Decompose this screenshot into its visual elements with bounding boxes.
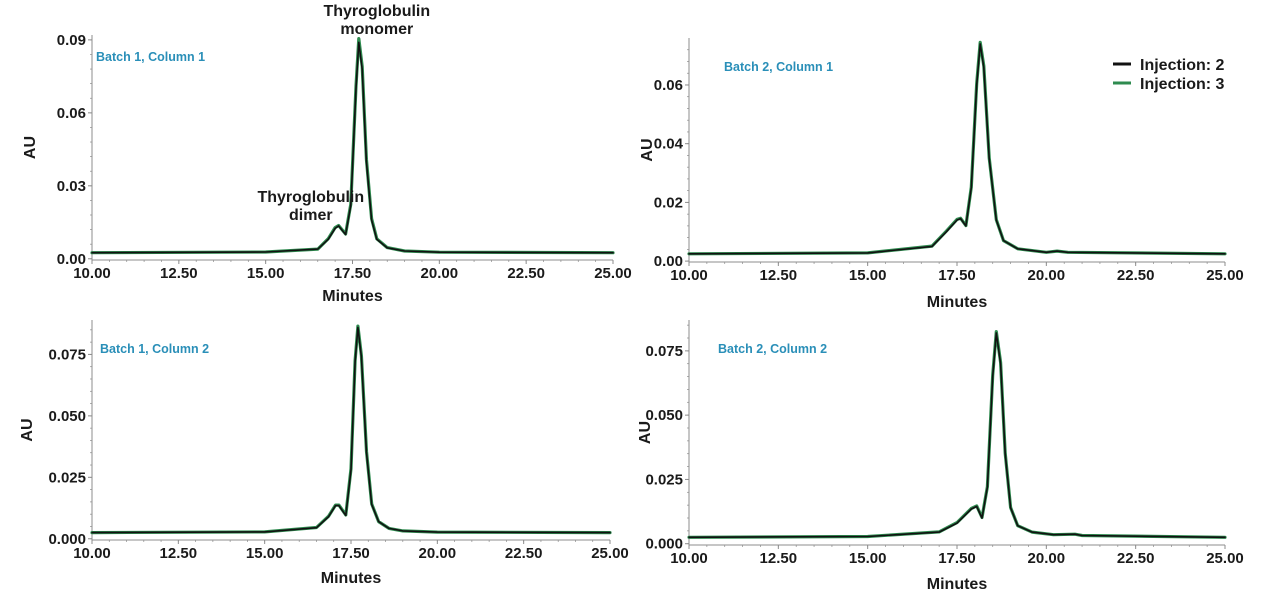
x-tick-label: 17.50 bbox=[334, 265, 372, 282]
panel-title: Batch 2, Column 1 bbox=[724, 60, 833, 74]
y-axis-title: AU bbox=[637, 421, 654, 444]
chart-panel-batch1-column1: 10.00 12.50 15.00 17.50 20.00 22.50 25.00 0.00 0… bbox=[22, 3, 632, 305]
y-tick-label: 0.09 bbox=[57, 32, 86, 49]
series-line-injection-2 bbox=[91, 326, 611, 534]
y-tick-label: 0.04 bbox=[654, 136, 684, 153]
chart-panel-batch1-column2: 10.00 12.50 15.00 17.50 20.00 22.50 25.00 0.000… bbox=[19, 320, 629, 587]
y-axis-title: AU bbox=[19, 418, 36, 441]
y-tick-label: 0.075 bbox=[645, 343, 683, 360]
x-tick-label: 20.00 bbox=[1028, 267, 1066, 284]
y-tick-label: 0.00 bbox=[654, 253, 683, 270]
series-line-injection-2 bbox=[91, 41, 614, 254]
y-tick-label: 0.000 bbox=[48, 531, 86, 548]
y-tick-label: 0.03 bbox=[57, 178, 86, 195]
y-tick-label: 0.050 bbox=[645, 407, 683, 424]
y-tick-label: 0.025 bbox=[48, 469, 86, 486]
series-line-injection-3 bbox=[687, 40, 1227, 256]
x-tick-label: 17.50 bbox=[938, 267, 976, 284]
series-line-injection-2 bbox=[688, 332, 1226, 539]
x-tick-label: 22.50 bbox=[1117, 550, 1155, 567]
x-tick-label: 17.50 bbox=[938, 550, 976, 567]
x-tick-label: 22.50 bbox=[1117, 267, 1155, 284]
panel-title: Batch 1, Column 1 bbox=[96, 50, 205, 64]
y-tick-label: 0.050 bbox=[48, 408, 86, 425]
y-tick-label: 0.075 bbox=[48, 346, 86, 363]
peak-annotation: Thyroglobulin bbox=[257, 189, 364, 206]
y-tick-label: 0.000 bbox=[645, 536, 683, 553]
peak-annotation: monomer bbox=[340, 21, 413, 38]
x-axis-title: Minutes bbox=[927, 576, 988, 593]
x-tick-label: 25.00 bbox=[594, 265, 632, 282]
x-tick-label: 15.00 bbox=[247, 265, 285, 282]
x-tick-label: 15.00 bbox=[849, 550, 887, 567]
x-tick-label: 15.00 bbox=[849, 267, 887, 284]
x-tick-label: 20.00 bbox=[421, 265, 459, 282]
x-tick-label: 10.00 bbox=[73, 265, 111, 282]
x-axis-title: Minutes bbox=[927, 294, 988, 311]
series-line-injection-3 bbox=[687, 330, 1227, 539]
x-axis-title: Minutes bbox=[321, 570, 382, 587]
x-tick-label: 12.50 bbox=[160, 265, 198, 282]
chart-panel-batch2-column2: 10.00 12.50 15.00 17.50 20.00 22.50 25.00 0.000… bbox=[637, 320, 1244, 593]
x-tick-label: 10.00 bbox=[670, 267, 708, 284]
series-line-injection-3 bbox=[90, 324, 612, 535]
legend-label-injection-3: Injection: 3 bbox=[1140, 76, 1225, 93]
peak-annotation: Thyroglobulin bbox=[323, 3, 430, 20]
x-tick-label: 20.00 bbox=[419, 545, 457, 562]
y-tick-label: 0.025 bbox=[645, 471, 683, 488]
x-tick-label: 25.00 bbox=[1206, 267, 1244, 284]
x-tick-label: 22.50 bbox=[505, 545, 543, 562]
chart-panel-batch2-column1: 10.00 12.50 15.00 17.50 20.00 22.50 25.00 0.00 0… bbox=[639, 38, 1244, 311]
x-tick-label: 12.50 bbox=[160, 545, 198, 562]
x-tick-label: 15.00 bbox=[246, 545, 284, 562]
series-line-injection-3 bbox=[90, 36, 615, 255]
x-tick-label: 25.00 bbox=[1206, 550, 1244, 567]
x-tick-label: 10.00 bbox=[670, 550, 708, 567]
x-axis-title: Minutes bbox=[322, 288, 383, 305]
x-tick-label: 12.50 bbox=[760, 267, 798, 284]
x-tick-label: 25.00 bbox=[591, 545, 629, 562]
y-axis-title: AU bbox=[639, 138, 656, 161]
panel-title: Batch 1, Column 2 bbox=[100, 342, 209, 356]
x-tick-label: 12.50 bbox=[760, 550, 798, 567]
y-tick-label: 0.02 bbox=[654, 194, 683, 211]
series-line-injection-2 bbox=[688, 43, 1226, 255]
x-tick-label: 22.50 bbox=[507, 265, 545, 282]
x-tick-label: 17.50 bbox=[332, 545, 370, 562]
peak-annotation: dimer bbox=[289, 207, 333, 224]
y-tick-label: 0.00 bbox=[57, 251, 86, 268]
legend: Injection: 2 Injection: 3 bbox=[1113, 57, 1225, 93]
y-axis-title: AU bbox=[22, 136, 39, 159]
panel-title: Batch 2, Column 2 bbox=[718, 342, 827, 356]
x-tick-label: 10.00 bbox=[73, 545, 111, 562]
legend-label-injection-2: Injection: 2 bbox=[1140, 57, 1225, 74]
y-tick-label: 0.06 bbox=[654, 77, 683, 94]
y-tick-label: 0.06 bbox=[57, 105, 86, 122]
x-tick-label: 20.00 bbox=[1028, 550, 1066, 567]
